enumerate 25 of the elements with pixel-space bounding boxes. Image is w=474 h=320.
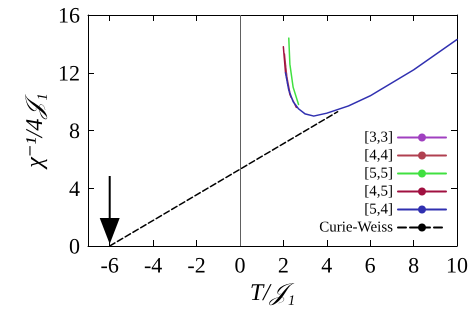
y-tick-label: 4 [69,176,80,201]
y-tick-label: 0 [69,234,80,258]
legend-label: [4,4] [364,148,393,164]
x-tick-label: 0 [234,252,246,278]
legend-label: [4,5] [364,184,393,200]
y-axis-title: χ⁻¹/4𝒥₁ [22,93,48,170]
y-tick-label: 12 [58,60,80,86]
line-series [288,37,300,106]
x-tick-label: -2 [187,252,206,278]
line-series [282,46,298,108]
line-series [284,38,458,117]
y-tick-label: 8 [69,118,80,143]
y-tick-label: 16 [58,2,80,28]
x-tick-label: 8 [408,252,420,278]
x-tick-label: 4 [321,252,332,278]
legend-label: [5,5] [364,166,393,182]
legend-label: [3,3] [364,130,393,146]
legend-label: Curie-Weiss [319,220,394,236]
legend-label: [5,4] [364,202,393,218]
x-tick-label: -4 [144,252,162,278]
x-tick-label: 2 [278,252,289,278]
x-tick-label: -6 [100,252,119,278]
x-tick-label: 10 [446,252,468,278]
x-axis-title: T/𝒥₁ [250,280,296,306]
x-tick-label: 6 [364,252,376,278]
